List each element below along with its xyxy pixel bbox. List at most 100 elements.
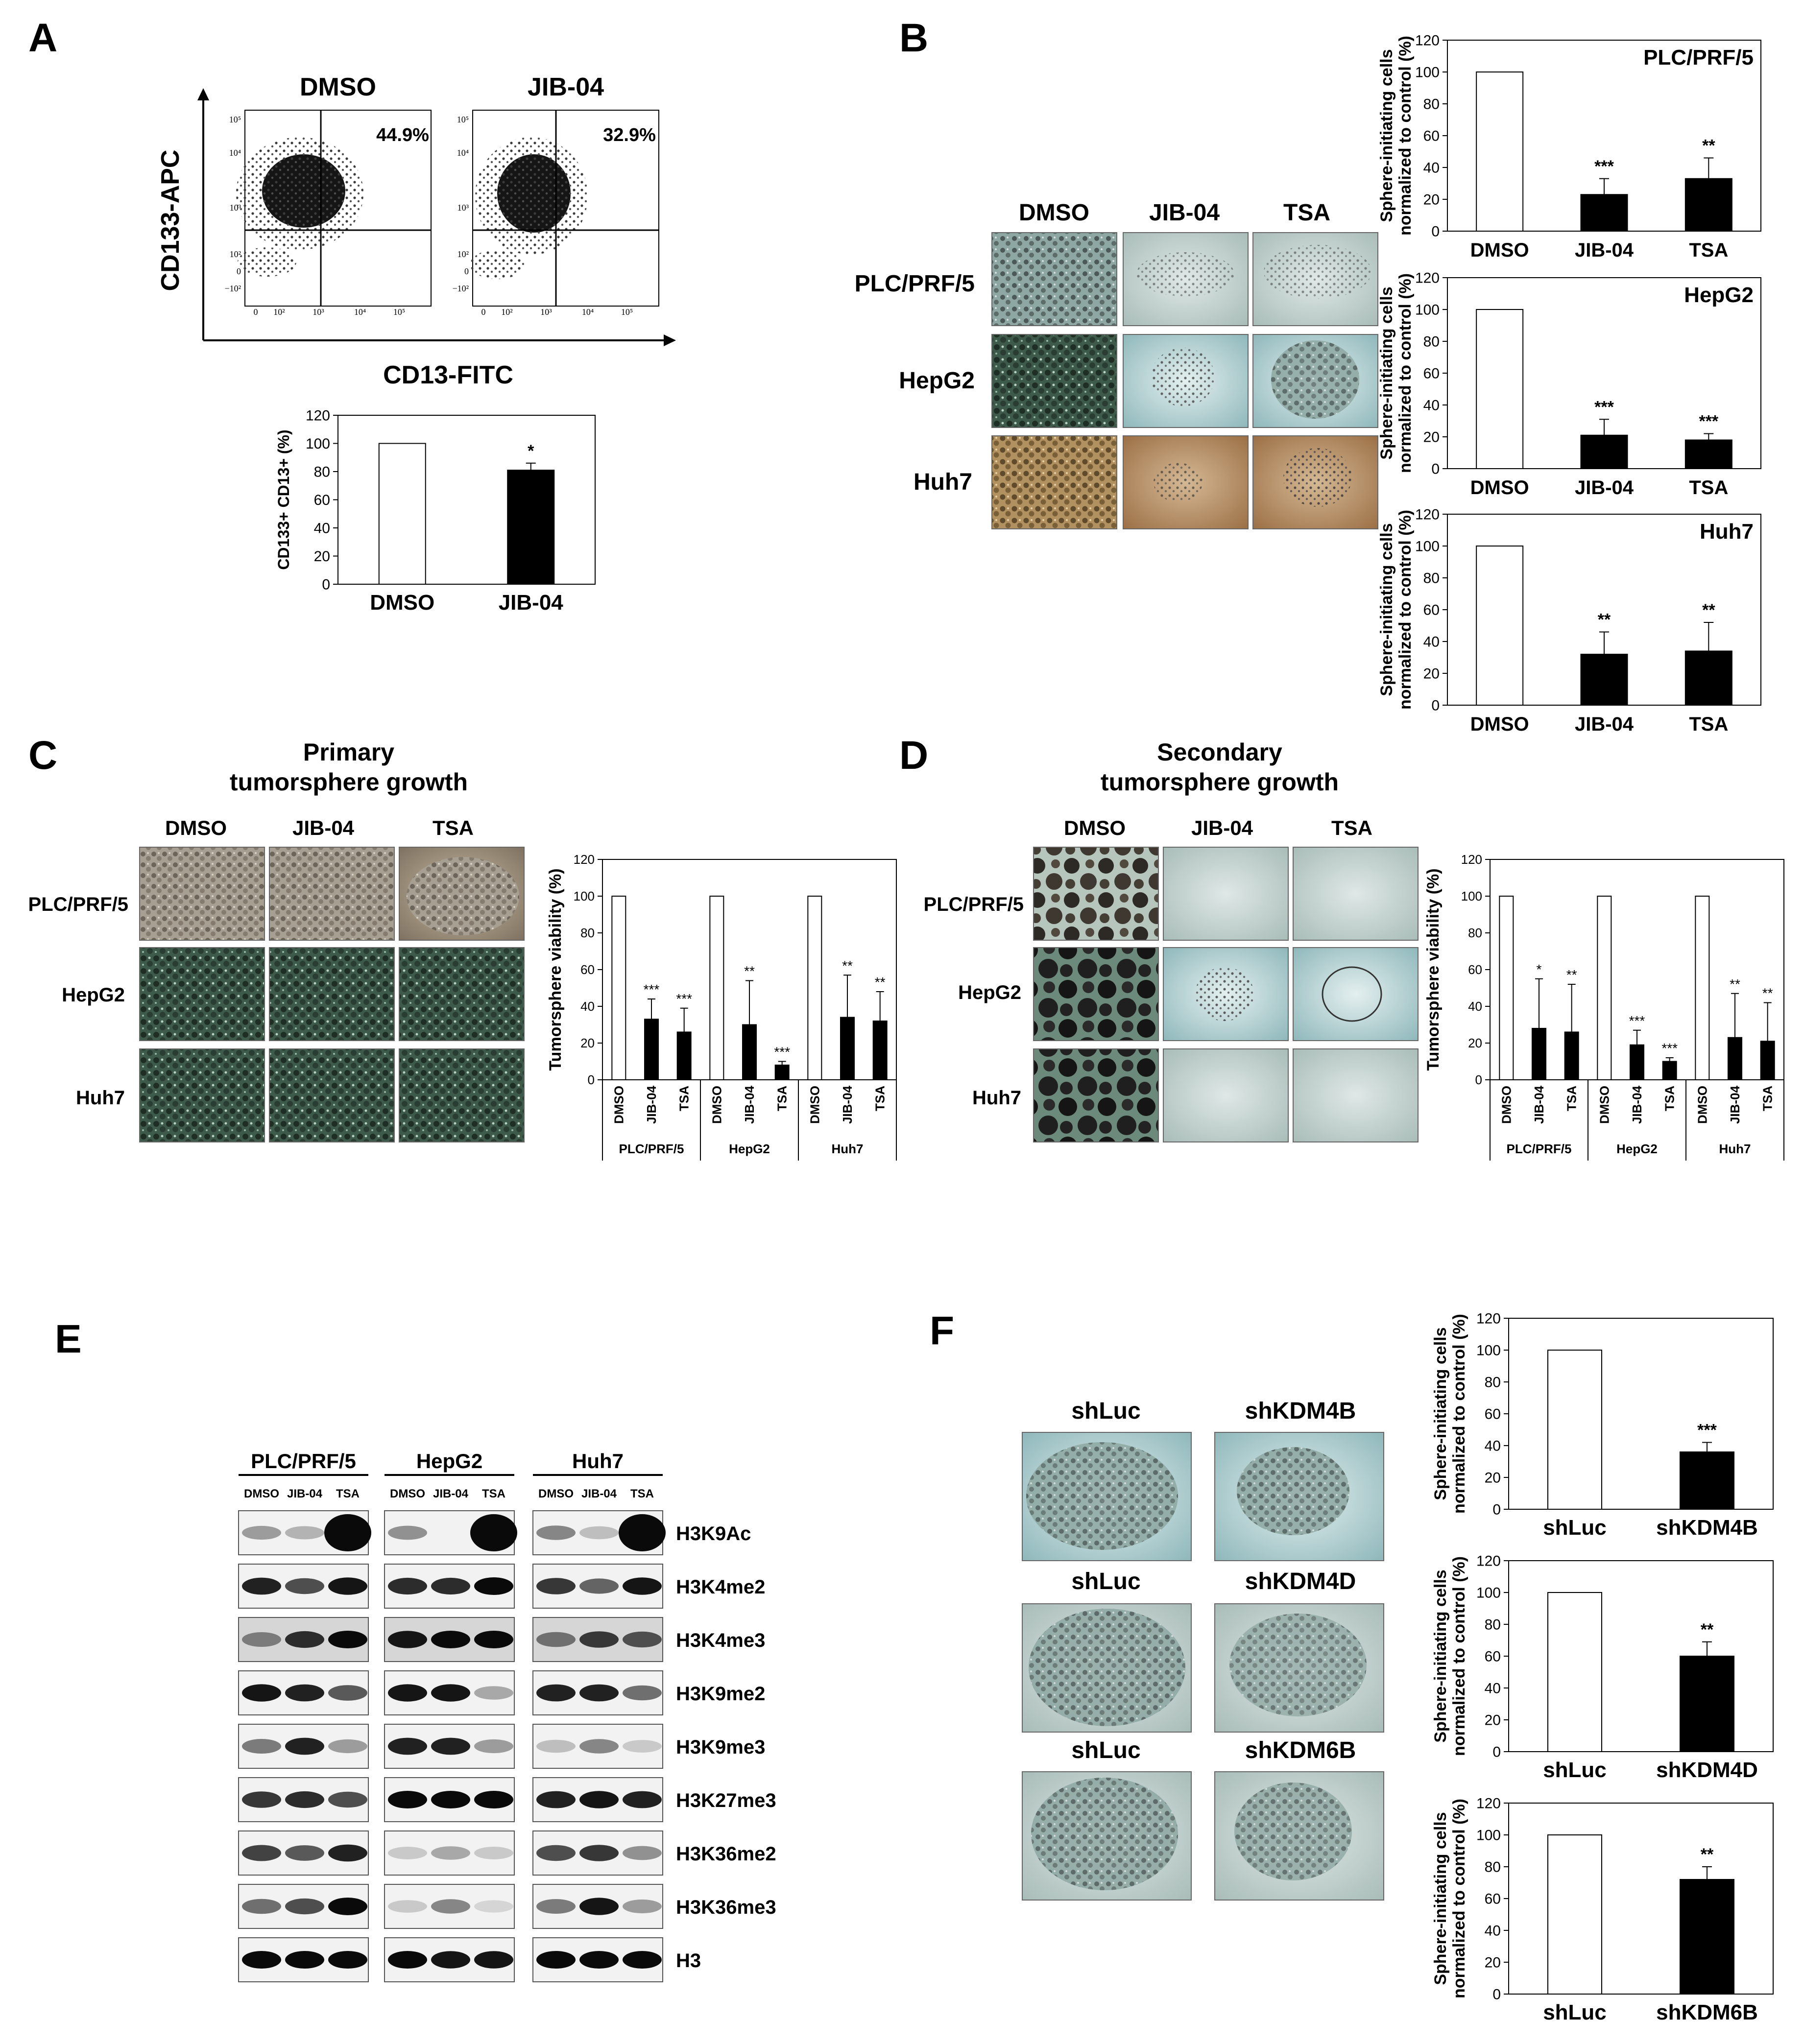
group-label: Huh7 bbox=[1719, 1141, 1751, 1156]
panel-letter-a: A bbox=[28, 16, 57, 60]
flow-tick-labels: 10⁵ 10⁴ 10³ 10² 0 −10² 0 10² 10³ 10⁴ 10⁵ 10⁵ 10⁴ 10³ 1… bbox=[224, 115, 633, 317]
flow-x-tick-label: 0 bbox=[481, 307, 486, 317]
significance-label: *** bbox=[676, 991, 692, 1006]
y-tick-label: 80 bbox=[1423, 334, 1440, 350]
blot-band bbox=[536, 1578, 576, 1594]
marker-label: H3K9Ac bbox=[676, 1523, 751, 1545]
col-header-jib04: JIB-04 bbox=[1149, 200, 1220, 226]
bar-dmso bbox=[1476, 71, 1524, 232]
flow-x-tick-label: 10⁴ bbox=[582, 307, 594, 317]
significance-label: ** bbox=[744, 964, 755, 979]
flow-x-tick-label: 10² bbox=[273, 307, 285, 317]
group-label: HepG2 bbox=[1616, 1141, 1658, 1156]
group-label: HepG2 bbox=[729, 1141, 770, 1156]
col-header-jib04: JIB-04 bbox=[292, 816, 355, 839]
marker-label: H3K9me3 bbox=[676, 1736, 765, 1758]
image-label-shluc-1: shLuc bbox=[1071, 1398, 1140, 1424]
y-tick-label: 0 bbox=[1492, 1502, 1501, 1518]
category-label: shKDM6B bbox=[1656, 2000, 1758, 2024]
blot-band bbox=[431, 1791, 470, 1808]
micrograph-huh7-tsa bbox=[399, 1048, 525, 1142]
col-header-dmso: DMSO bbox=[165, 816, 227, 839]
blot-band bbox=[623, 1631, 662, 1648]
blot-band bbox=[536, 1632, 576, 1647]
blot-band bbox=[388, 1737, 427, 1755]
blot-band bbox=[579, 1845, 619, 1861]
category-label: JIB-04 bbox=[1575, 477, 1634, 499]
bar-dmso bbox=[1499, 896, 1514, 1080]
flow-plot-dmso: 44.9% bbox=[236, 110, 432, 307]
lane-label: JIB-04 bbox=[287, 1487, 323, 1500]
y-tick-label: 0 bbox=[1492, 1744, 1501, 1760]
bar-dmso bbox=[1597, 896, 1612, 1080]
micrograph-shluc-1-cluster bbox=[1026, 1442, 1178, 1550]
y-tick-label: 80 bbox=[1485, 1375, 1501, 1391]
panel-d-microscopy: DMSO JIB-04 TSA PLC/PRF/5 HepG2 Huh7 bbox=[924, 816, 1419, 1142]
y-tick-label: 100 bbox=[1476, 1585, 1501, 1601]
y-tick-label: 0 bbox=[588, 1072, 595, 1087]
col-header-tsa: TSA bbox=[433, 816, 474, 839]
category-label: DMSO bbox=[1470, 239, 1529, 261]
micrograph-shluc-2-cluster bbox=[1029, 1609, 1185, 1726]
blot-band bbox=[242, 1791, 281, 1808]
significance-label: ** bbox=[1702, 137, 1715, 155]
y-tick-label: 20 bbox=[1423, 192, 1440, 208]
micrograph-huh7-jib04 bbox=[269, 1048, 395, 1142]
lane-label: TSA bbox=[482, 1487, 505, 1500]
col-header-dmso: DMSO bbox=[1019, 200, 1089, 226]
col-header-jib04: JIB-04 bbox=[1191, 816, 1253, 839]
y-tick-label: 20 bbox=[1423, 666, 1440, 682]
y-axis-label-line1: Sphere-initiating cells bbox=[1377, 523, 1396, 696]
y-tick-label: 80 bbox=[1485, 1617, 1501, 1633]
blot-band bbox=[328, 1844, 367, 1862]
flow-x-axis-label: CD13-FITC bbox=[383, 361, 513, 389]
panel-c-title-1: Primary bbox=[303, 738, 394, 766]
row-label-plc: PLC/PRF/5 bbox=[28, 894, 128, 915]
micrograph-huh7-dmso bbox=[139, 1048, 265, 1142]
bar-chart-c-bar: 0 20 40 60 80 100 120 Tumorsphere viability (%)… bbox=[546, 852, 897, 1161]
row-label-hepg2: HepG2 bbox=[899, 368, 975, 394]
blot-band bbox=[536, 1739, 576, 1753]
blot-band bbox=[328, 1791, 367, 1808]
lane-label: JIB-04 bbox=[433, 1487, 469, 1500]
bar-jib-04 bbox=[1630, 1044, 1644, 1080]
blot-band bbox=[388, 1951, 427, 1969]
y-tick-label: 40 bbox=[1468, 999, 1482, 1014]
y-tick-label: 120 bbox=[574, 852, 595, 867]
flow-y-tick-label: −10² bbox=[452, 284, 469, 293]
row-label-hepg2: HepG2 bbox=[62, 984, 125, 1006]
y-tick-label: 60 bbox=[1485, 1649, 1501, 1665]
micrograph-shluc-3-cluster bbox=[1031, 1778, 1178, 1890]
plot-frame bbox=[337, 415, 596, 585]
micrograph-hepg2-dmso bbox=[991, 334, 1117, 428]
panel-letter-b: B bbox=[899, 16, 928, 60]
bar-shluc bbox=[1547, 1834, 1602, 1995]
bar-chart-d-bar: 0 20 40 60 80 100 120 Tumorsphere viability (%)… bbox=[1424, 852, 1784, 1161]
y-tick-label: 20 bbox=[1485, 1470, 1501, 1486]
significance-label: ** bbox=[1762, 986, 1773, 1001]
blot-band bbox=[388, 1525, 427, 1540]
y-tick-label: 80 bbox=[314, 464, 330, 480]
blot-band bbox=[431, 1631, 470, 1648]
blot-band bbox=[623, 1577, 662, 1595]
flow-y-tick-label: 0 bbox=[237, 266, 241, 276]
blot-band bbox=[431, 1577, 470, 1595]
category-label: JIB-04 bbox=[1532, 1085, 1546, 1124]
y-tick-label: 0 bbox=[1492, 1987, 1501, 2003]
panel-letter-e: E bbox=[55, 1317, 82, 1361]
blot-band bbox=[474, 1951, 513, 1969]
bar-chart-f-4b: 0 20 40 60 80 100 120 Sphere-initiating cells no… bbox=[1431, 1311, 1774, 1540]
marker-label: H3K27me3 bbox=[676, 1790, 776, 1811]
bar-dmso bbox=[1476, 546, 1524, 706]
blot-band bbox=[431, 1684, 470, 1702]
y-tick-label: 60 bbox=[1468, 962, 1482, 977]
category-label: DMSO bbox=[709, 1086, 724, 1124]
bar-shluc bbox=[1547, 1350, 1602, 1510]
category-label: TSA bbox=[677, 1086, 692, 1111]
micrograph-huh7-jib04 bbox=[1163, 1048, 1289, 1142]
category-label: TSA bbox=[1689, 713, 1728, 735]
significance-label: *** bbox=[1699, 412, 1718, 431]
blot-band bbox=[285, 1898, 324, 1915]
blot-band bbox=[285, 1526, 324, 1540]
bar-chart-f-4d: 0 20 40 60 80 100 120 Sphere-initiating cells no… bbox=[1431, 1553, 1774, 1782]
